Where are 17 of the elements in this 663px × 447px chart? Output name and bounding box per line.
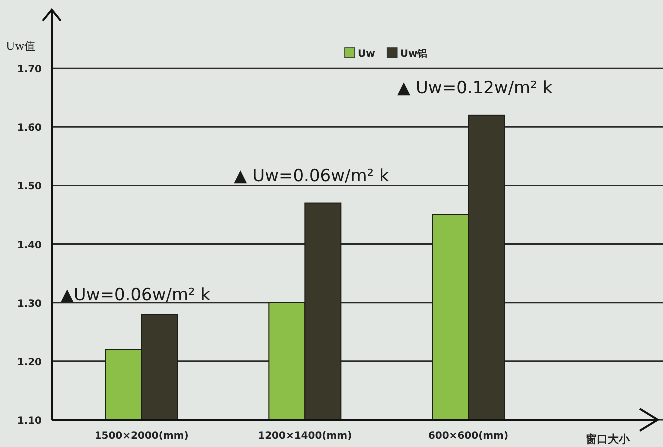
x-tick-label: 1200×1400(mm) xyxy=(258,431,352,442)
x-axis-title: 窗口大小 xyxy=(586,433,631,446)
y-tick-label: 1.20 xyxy=(17,357,42,368)
y-axis-title: Uw值 xyxy=(6,40,36,53)
y-tick-label: 1.40 xyxy=(17,240,42,252)
y-tick-label: 1.60 xyxy=(17,123,42,134)
y-tick-label: 1.50 xyxy=(17,182,42,193)
annotation: ▲ Uw=0.06w/m² k xyxy=(234,166,390,186)
annotation: ▲Uw=0.06w/m² k xyxy=(60,286,211,306)
legend-label: Uw xyxy=(358,49,376,60)
y-tick-label: 1.10 xyxy=(17,416,42,427)
x-tick-label: 600×600(mm) xyxy=(428,431,509,442)
x-tick-label: 1500×2000(mm) xyxy=(94,431,189,442)
annotation: ▲ Uw=0.12w/m² k xyxy=(398,78,553,98)
legend-label: Uw铝 xyxy=(400,48,428,60)
y-tick-label: 1.70 xyxy=(17,64,42,76)
y-tick-label: 1.30 xyxy=(17,298,42,310)
